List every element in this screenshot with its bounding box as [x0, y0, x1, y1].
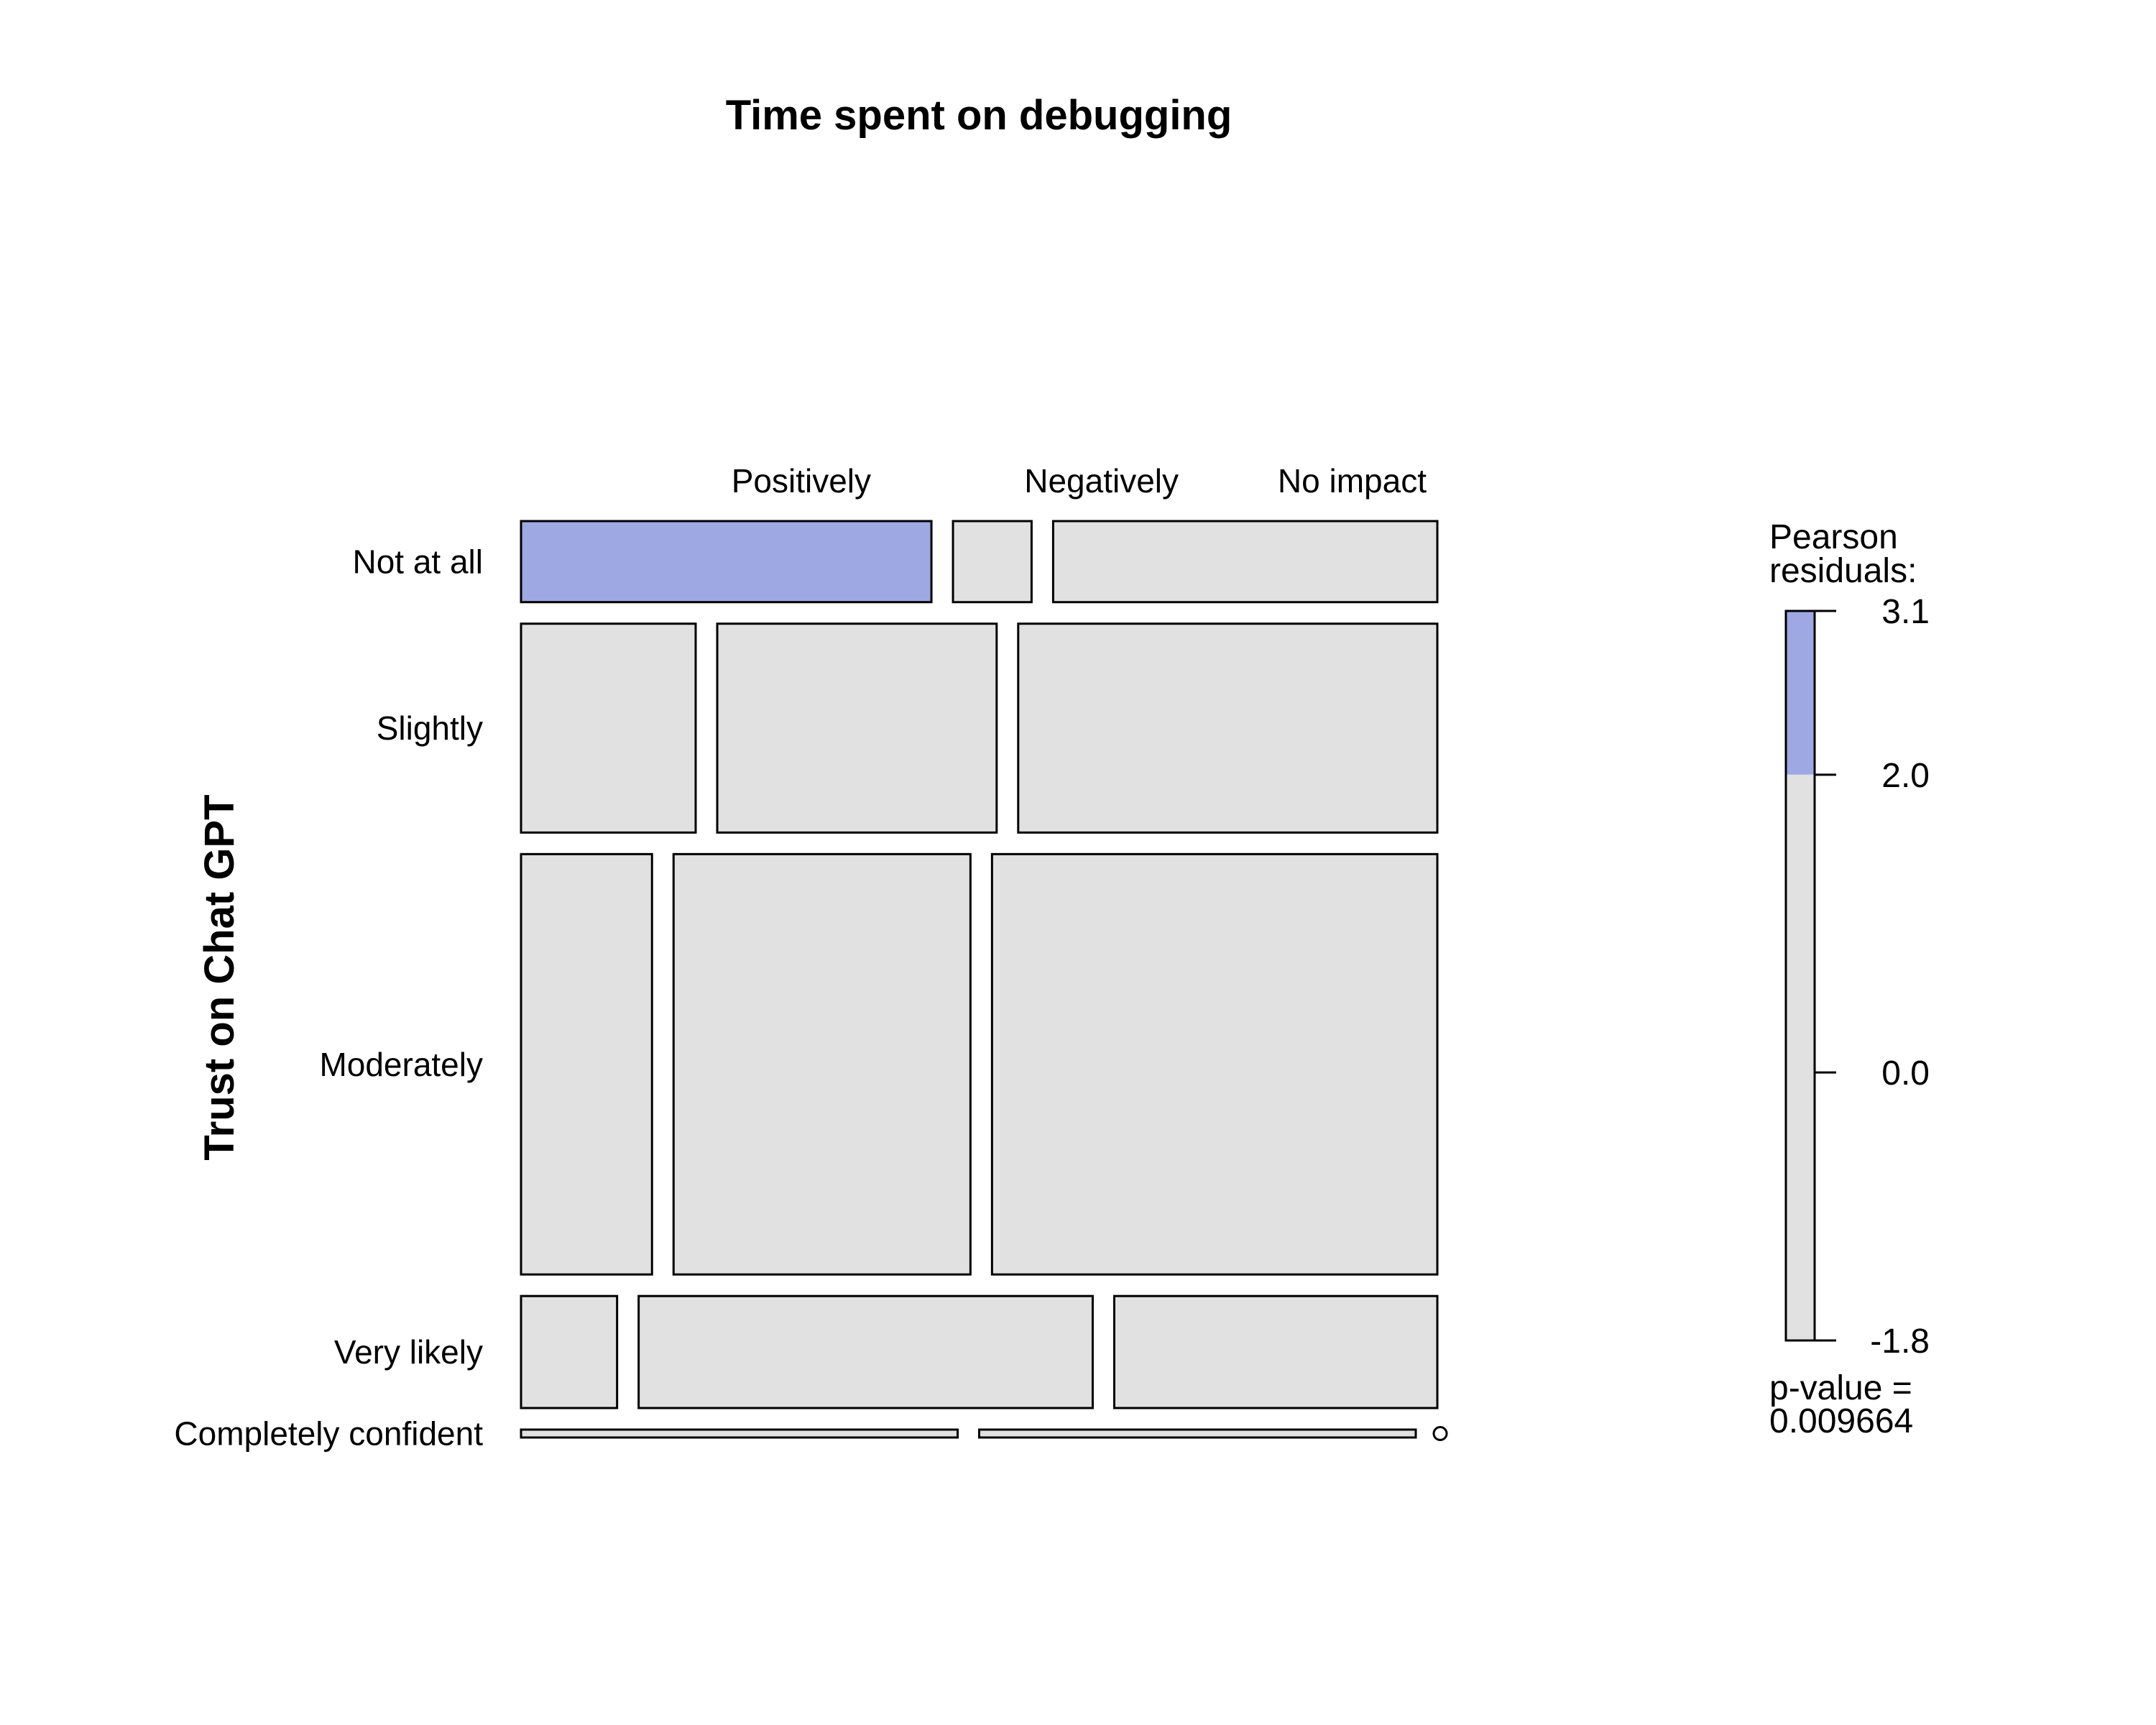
column-label-positively: Positively: [732, 462, 871, 500]
cell-completely-confident-no-impact: [1432, 1426, 1448, 1441]
legend-tick-label: 2.0: [1881, 757, 1930, 795]
cell-very-likely-no-impact: [1112, 1294, 1439, 1409]
legend-bar-outline: [1784, 610, 1816, 1342]
y-axis-label: Trust on Chat GPT: [196, 794, 243, 1160]
p-value-label: p-value =: [1769, 1369, 1912, 1407]
legend-tick-label: 3.1: [1881, 593, 1930, 631]
cell-completely-confident-negatively: [978, 1428, 1417, 1439]
row-label-moderately: Moderately: [319, 1046, 483, 1083]
cell-moderately-positively: [520, 852, 653, 1276]
cell-slightly-positively: [520, 622, 697, 834]
legend-tick-label: -1.8: [1870, 1322, 1930, 1361]
legend-title-line-2: residuals:: [1769, 552, 1917, 590]
p-value-number: 0.009664: [1769, 1402, 1913, 1440]
cell-not-at-all-negatively: [952, 520, 1033, 604]
legend-ticks: 3.1 2.0 0.0 -1.8: [1815, 593, 1930, 1361]
legend-color-bar: [1784, 610, 1816, 1342]
cell-completely-confident-positively: [520, 1428, 959, 1439]
legend-neutral-segment: [1786, 774, 1815, 1340]
legend-positive-segment: [1786, 611, 1815, 775]
cell-not-at-all-positively: [520, 520, 933, 604]
cell-not-at-all-no-impact: [1051, 520, 1439, 604]
legend-tick-label: 0.0: [1881, 1054, 1930, 1092]
cell-slightly-negatively: [716, 622, 998, 834]
cell-very-likely-positively: [520, 1294, 619, 1409]
row-label-not-at-all: Not at all: [352, 543, 483, 580]
cell-very-likely-negatively: [637, 1294, 1094, 1409]
residual-legend: Pearson residuals: 3.1 2.0 0.0 -1.8 p-value…: [1769, 518, 1930, 1440]
column-label-negatively: Negatively: [1024, 462, 1179, 500]
row-labels: Not at all Slightly Moderately Very likely C…: [174, 543, 483, 1452]
row-label-slightly: Slightly: [377, 709, 483, 747]
row-label-completely-confident: Completely confident: [174, 1415, 483, 1453]
legend-title-line-1: Pearson: [1769, 518, 1898, 556]
column-label-no-impact: No impact: [1278, 462, 1427, 500]
chart-title: Time spent on debugging: [726, 92, 1233, 139]
cell-slightly-no-impact: [1017, 622, 1439, 834]
row-label-very-likely: Very likely: [334, 1333, 483, 1371]
column-labels: Positively Negatively No impact: [732, 462, 1427, 500]
cell-moderately-negatively: [672, 852, 972, 1276]
cell-moderately-no-impact: [990, 852, 1439, 1276]
mosaic-cells: [520, 520, 1448, 1441]
